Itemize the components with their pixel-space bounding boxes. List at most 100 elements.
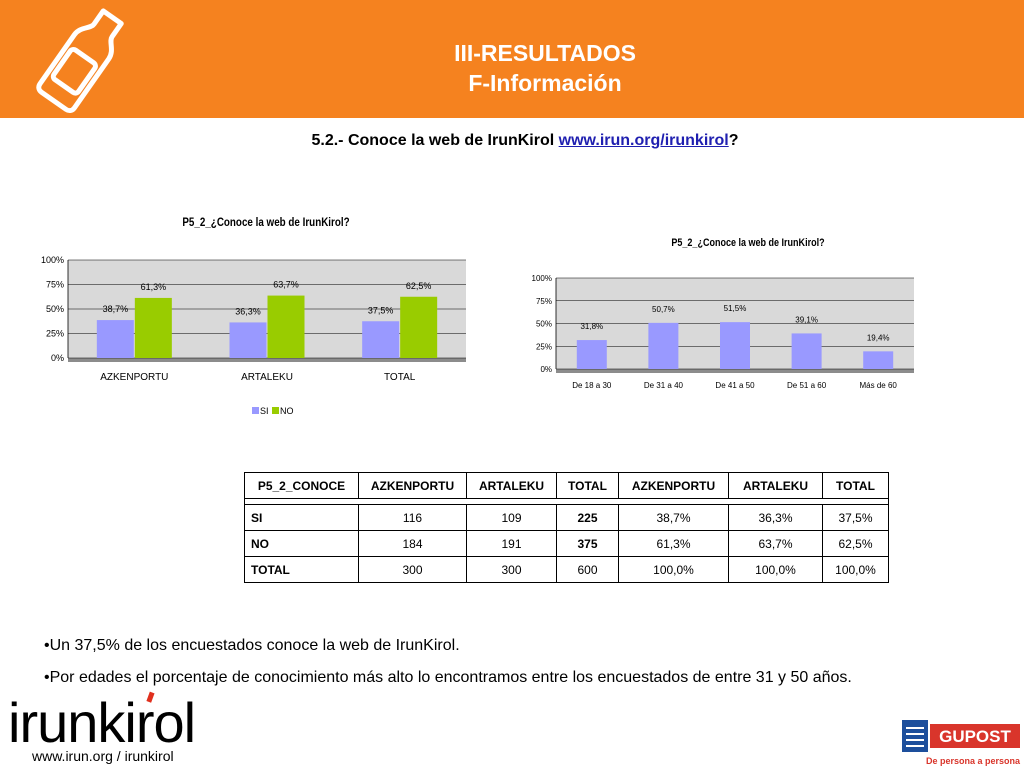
table-cell: 375 xyxy=(556,530,619,557)
gupost-emblem-icon xyxy=(902,720,928,752)
gupost-logo: GUPOST De persona a persona xyxy=(902,720,1021,766)
legend-label: NO xyxy=(280,406,294,416)
x-tick-label: Más de 60 xyxy=(860,381,898,390)
data-label: 62,5% xyxy=(406,281,432,291)
bar xyxy=(648,322,679,369)
table-cell: 37,5% xyxy=(822,504,889,531)
table-cell: 63,7% xyxy=(728,530,823,557)
data-table: P5_2_CONOCE AZKENPORTU ARTALEKU TOTAL AZ… xyxy=(244,472,889,583)
x-tick-label: De 41 a 50 xyxy=(715,381,755,390)
data-label: 51,5% xyxy=(724,304,747,313)
y-tick-label: 75% xyxy=(46,280,64,290)
legend-label: SI xyxy=(260,406,269,416)
header-title: III-RESULTADOS F-Información xyxy=(0,38,1024,98)
logo-accent-mark xyxy=(146,691,155,703)
table-cell: SI xyxy=(244,504,359,531)
x-tick-label: De 31 a 40 xyxy=(644,381,684,390)
table-header-cell: ARTALEKU xyxy=(466,472,557,499)
y-tick-label: 100% xyxy=(532,274,552,283)
bar xyxy=(362,321,400,358)
table-cell: 300 xyxy=(466,556,557,583)
data-label: 37,5% xyxy=(368,305,394,315)
gupost-tagline: De persona a persona xyxy=(926,756,1021,766)
y-tick-label: 25% xyxy=(46,329,64,339)
bar xyxy=(791,333,822,369)
table-cell: 600 xyxy=(556,556,619,583)
findings-list: •Un 37,5% de los encuestados conoce la w… xyxy=(44,630,852,694)
irunkirol-logo-text: irunkirol xyxy=(8,691,195,748)
y-tick-label: 50% xyxy=(46,304,64,314)
header-title-line2: F-Información xyxy=(468,70,622,96)
table-header-cell: ARTALEKU xyxy=(728,472,823,499)
table-header-cell: TOTAL xyxy=(556,472,619,499)
table-row: NO 184 191 375 61,3% 63,7% 62,5% xyxy=(244,530,889,557)
table-header-cell: P5_2_CONOCE xyxy=(244,472,359,499)
bar xyxy=(720,322,750,369)
table-cell: 61,3% xyxy=(618,530,729,557)
table-header-cell: AZKENPORTU xyxy=(358,472,467,499)
header-banner: III-RESULTADOS F-Información xyxy=(0,0,1024,118)
table-row: SI 116 109 225 38,7% 36,3% 37,5% xyxy=(244,504,889,531)
gupost-name-box xyxy=(930,724,1020,748)
irunkirol-link[interactable]: www.irun.org/irunkirol xyxy=(558,132,729,149)
bar xyxy=(96,320,134,358)
subtitle-suffix: ? xyxy=(728,132,739,149)
finding-item: •Un 37,5% de los encuestados conoce la w… xyxy=(44,637,460,654)
table-cell: 100,0% xyxy=(728,556,823,583)
question-subtitle: 5.2.- Conoce la web de IrunKirol www.iru… xyxy=(0,132,1024,150)
y-tick-label: 75% xyxy=(536,297,552,306)
table-cell: 184 xyxy=(358,530,467,557)
table-header-cell: TOTAL xyxy=(822,472,889,499)
table-header-cell: AZKENPORTU xyxy=(618,472,729,499)
y-tick-label: 50% xyxy=(536,320,552,329)
table-cell: 62,5% xyxy=(822,530,889,557)
data-label: 39,1% xyxy=(795,315,818,324)
x-tick-label: ARTALEKU xyxy=(241,372,293,383)
table-cell: 38,7% xyxy=(618,504,729,531)
table-cell: 100,0% xyxy=(618,556,729,583)
chart-by-age-svg: P5_2_¿Conoce la web de IrunKirol? 0% 25% 50… xyxy=(532,237,914,390)
bar xyxy=(863,351,894,369)
subtitle-text: 5.2.- Conoce la web de IrunKirol xyxy=(311,132,559,149)
chart-title: P5_2_¿Conoce la web de IrunKirol? xyxy=(671,237,824,249)
bar xyxy=(229,322,267,358)
data-label: 36,3% xyxy=(235,306,261,316)
irunkirol-logo: irunkirol xyxy=(8,691,196,748)
x-tick-label: AZKENPORTU xyxy=(100,372,168,383)
chart-by-center: P5_2_¿Conoce la web de IrunKirol? 0% 25% 50… xyxy=(34,206,482,430)
table-spacer-row xyxy=(244,498,889,505)
table-cell: NO xyxy=(244,530,359,557)
table-cell: 109 xyxy=(466,504,557,531)
y-tick-label: 25% xyxy=(536,342,552,351)
table-cell: 116 xyxy=(358,504,467,531)
chart-title: P5_2_¿Conoce la web de IrunKirol? xyxy=(182,216,350,229)
bar xyxy=(134,297,172,358)
table-cell: 191 xyxy=(466,530,557,557)
data-label: 63,7% xyxy=(273,280,299,290)
chart-by-age: P5_2_¿Conoce la web de IrunKirol? 0% 25% 50… xyxy=(520,232,930,396)
bottle-icon xyxy=(36,8,124,114)
chart-by-center-svg: P5_2_¿Conoce la web de IrunKirol? 0% 25% 50… xyxy=(41,216,466,416)
x-tick-label: TOTAL xyxy=(384,372,416,383)
gupost-name: GUPOST xyxy=(939,727,1011,746)
y-tick-label: 100% xyxy=(41,255,64,265)
x-tick-label: De 18 a 30 xyxy=(572,381,612,390)
table-cell: 225 xyxy=(556,504,619,531)
table-cell: TOTAL xyxy=(244,556,359,583)
data-label: 50,7% xyxy=(652,305,675,314)
table-cell: 100,0% xyxy=(822,556,889,583)
y-tick-label: 0% xyxy=(51,353,64,363)
table-row: TOTAL 300 300 600 100,0% 100,0% 100,0% xyxy=(244,556,889,583)
legend-swatch xyxy=(252,407,259,414)
table-header-row: P5_2_CONOCE AZKENPORTU ARTALEKU TOTAL AZ… xyxy=(244,472,889,499)
bar xyxy=(267,295,305,358)
plot-floor xyxy=(68,358,466,362)
data-label: 31,8% xyxy=(580,322,603,331)
table-cell: 300 xyxy=(358,556,467,583)
footer-url: www.irun.org / irunkirol xyxy=(32,748,174,764)
data-label: 61,3% xyxy=(141,282,167,292)
bar xyxy=(576,340,607,369)
legend-swatch xyxy=(272,407,279,414)
y-tick-label: 0% xyxy=(540,365,552,374)
data-label: 19,4% xyxy=(867,333,890,342)
